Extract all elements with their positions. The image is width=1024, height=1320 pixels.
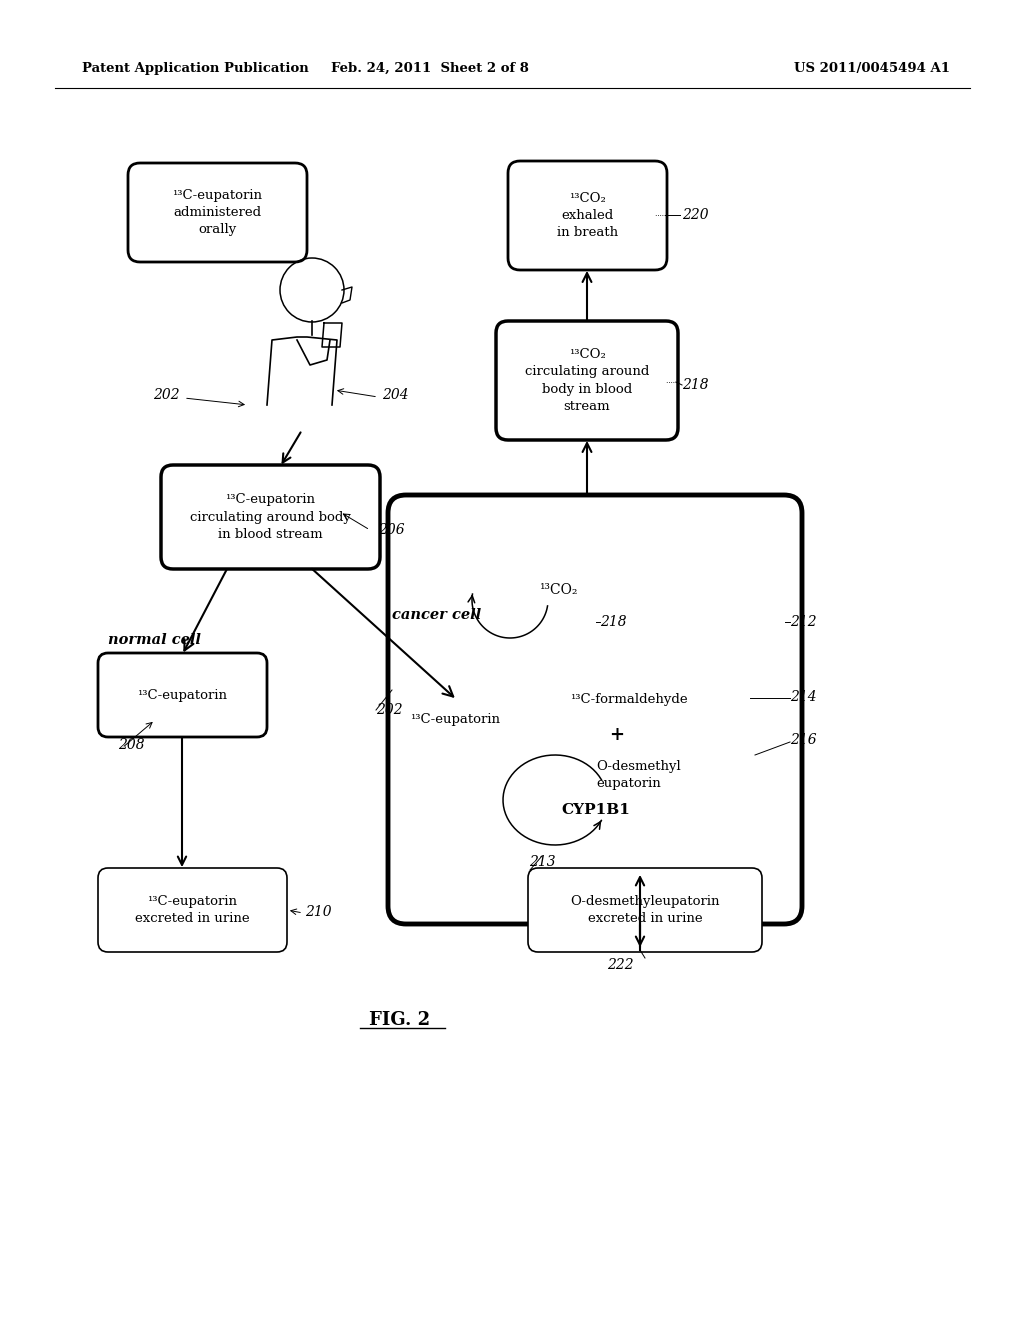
Text: 220: 220 (682, 209, 709, 222)
FancyBboxPatch shape (98, 653, 267, 737)
Text: 210: 210 (305, 906, 332, 919)
Text: 202: 202 (376, 704, 402, 717)
Text: Patent Application Publication: Patent Application Publication (82, 62, 309, 75)
Text: ¹³C-eupatorin: ¹³C-eupatorin (137, 689, 227, 701)
Text: O-desmethyl
eupatorin: O-desmethyl eupatorin (596, 760, 681, 789)
Text: ¹³CO₂: ¹³CO₂ (540, 583, 579, 597)
Text: US 2011/0045494 A1: US 2011/0045494 A1 (794, 62, 950, 75)
Text: 216: 216 (790, 733, 816, 747)
Text: ¹³C-eupatorin
administered
orally: ¹³C-eupatorin administered orally (172, 189, 262, 236)
Text: CYP1B1: CYP1B1 (561, 803, 631, 817)
Text: ¹³C-eupatorin
circulating around body
in blood stream: ¹³C-eupatorin circulating around body in… (190, 494, 351, 540)
Text: cancer cell: cancer cell (392, 609, 481, 622)
FancyBboxPatch shape (388, 495, 802, 924)
Text: 213: 213 (528, 855, 555, 869)
Text: FIG. 2: FIG. 2 (370, 1011, 430, 1030)
Text: 208: 208 (118, 738, 144, 752)
Text: 214: 214 (790, 690, 816, 704)
Text: 204: 204 (382, 388, 409, 403)
FancyBboxPatch shape (528, 869, 762, 952)
Text: 222: 222 (606, 958, 633, 972)
FancyBboxPatch shape (496, 321, 678, 440)
Text: 202: 202 (154, 388, 180, 403)
Text: ¹³C-eupatorin: ¹³C-eupatorin (410, 714, 500, 726)
Text: 218: 218 (682, 378, 709, 392)
Text: Feb. 24, 2011  Sheet 2 of 8: Feb. 24, 2011 Sheet 2 of 8 (331, 62, 529, 75)
FancyBboxPatch shape (508, 161, 667, 271)
Text: ¹³C-formaldehyde: ¹³C-formaldehyde (570, 693, 688, 706)
Text: +: + (609, 726, 625, 744)
Text: 218: 218 (600, 615, 627, 630)
Text: 212: 212 (790, 615, 816, 630)
Text: normal cell: normal cell (108, 634, 201, 647)
Text: ¹³CO₂
circulating around
body in blood
stream: ¹³CO₂ circulating around body in blood s… (525, 348, 649, 412)
FancyBboxPatch shape (161, 465, 380, 569)
FancyBboxPatch shape (128, 162, 307, 261)
Text: ¹³CO₂
exhaled
in breath: ¹³CO₂ exhaled in breath (557, 191, 618, 239)
Text: 206: 206 (378, 523, 404, 537)
Text: O-desmethyleupatorin
excreted in urine: O-desmethyleupatorin excreted in urine (570, 895, 720, 925)
Text: ¹³C-eupatorin
excreted in urine: ¹³C-eupatorin excreted in urine (135, 895, 250, 925)
FancyBboxPatch shape (98, 869, 287, 952)
